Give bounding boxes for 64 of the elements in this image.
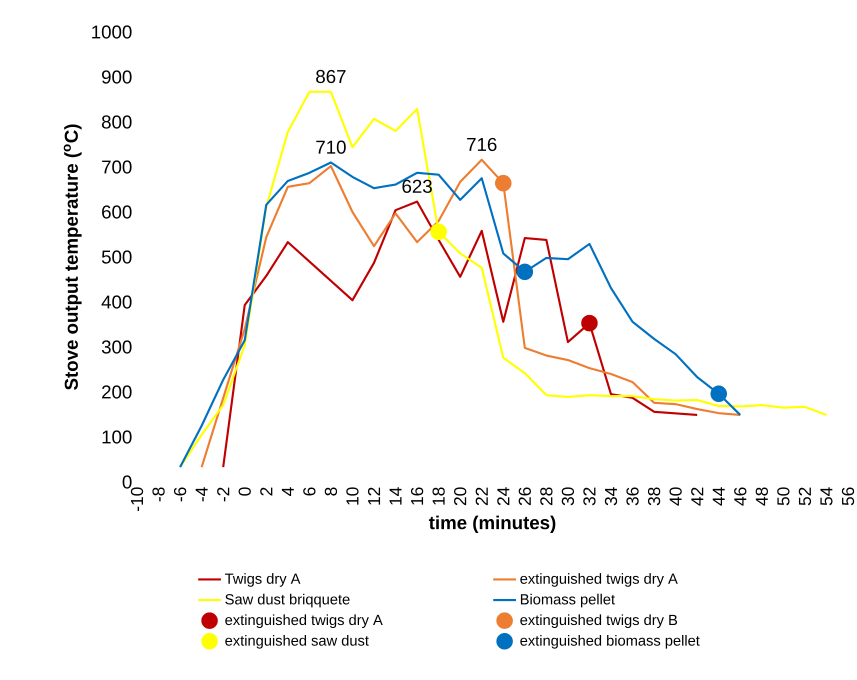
x-tick-label: 28 xyxy=(540,487,552,506)
y-tick-label: 600 xyxy=(102,205,132,219)
x-tick-label: 24 xyxy=(497,487,510,506)
x-axis-title: time (minutes) xyxy=(428,516,556,533)
y-tick-label: 1000 xyxy=(92,25,132,39)
legend-label: Twigs dry A xyxy=(225,573,300,587)
x-tick-label: 10 xyxy=(346,487,359,505)
x-tick-label: 4 xyxy=(282,487,294,496)
legend-label: extinguished twigs dry A xyxy=(520,573,678,587)
x-tick-label: 40 xyxy=(669,487,682,506)
x-tick-label: 56 xyxy=(842,487,854,506)
x-tick-label: 52 xyxy=(798,488,812,506)
line-series xyxy=(179,90,828,468)
y-tick-label: 500 xyxy=(102,250,132,264)
x-tick-label: 14 xyxy=(390,487,402,505)
line-series xyxy=(222,200,698,468)
legend-label: extinguished saw dust xyxy=(225,634,369,649)
x-tick-label: 44 xyxy=(712,487,725,506)
legend-label: extinguished twigs dry B xyxy=(520,614,678,628)
x-tick-label: 22 xyxy=(476,488,488,506)
annotation: 710 xyxy=(316,140,346,154)
legend-label: Saw dust briqquete xyxy=(225,594,350,608)
legend-label: extinguished twigs dry A xyxy=(225,614,383,628)
x-tick-label: 26 xyxy=(518,487,531,506)
point xyxy=(516,264,534,280)
legend-label: extinguished biomass pellet xyxy=(520,634,700,649)
y-axis-title: Stove output temperature ($^{o}$C) xyxy=(64,124,82,390)
y-tick-label: 100 xyxy=(102,430,132,444)
x-tick-label: 34 xyxy=(604,487,618,506)
x-tick-label: 42 xyxy=(691,488,704,506)
y-tick-label: 200 xyxy=(102,385,132,399)
x-tick-label: 36 xyxy=(626,487,639,506)
x-tick-label: 12 xyxy=(368,488,380,505)
x-tick-label: 8 xyxy=(324,487,338,496)
x-tick-label: -2 xyxy=(217,488,230,502)
y-tick-label: 900 xyxy=(102,70,132,84)
x-tick-label: 30 xyxy=(562,487,574,506)
x-tick-label: 38 xyxy=(648,487,660,506)
x-tick-label: -6 xyxy=(174,487,186,502)
x-tick-label: 16 xyxy=(410,487,424,505)
x-tick-label: 48 xyxy=(756,487,768,506)
x-tick-label: 2 xyxy=(260,488,272,496)
annotation: 867 xyxy=(316,70,346,84)
x-tick-label: -10 xyxy=(130,487,144,511)
x-tick-label: 18 xyxy=(432,487,445,505)
y-tick-label: 800 xyxy=(102,115,132,129)
annotation: 716 xyxy=(467,138,496,152)
x-tick-label: 46 xyxy=(734,487,746,506)
point xyxy=(495,174,512,192)
y-tick-label: 300 xyxy=(102,340,132,354)
x-tick-label: -8 xyxy=(152,487,165,502)
point xyxy=(581,314,598,332)
x-tick-label: -4 xyxy=(196,487,208,502)
y-tick-label: 400 xyxy=(102,295,132,309)
x-tick-label: 54 xyxy=(820,487,832,506)
x-tick-label: 0 xyxy=(238,487,251,496)
x-tick-label: 32 xyxy=(583,488,596,506)
x-tick-label: 20 xyxy=(454,487,466,506)
x-tick-label: 6 xyxy=(303,487,316,496)
point xyxy=(430,224,447,240)
x-tick-label: 50 xyxy=(777,487,790,506)
legend-label: Biomass pellet xyxy=(520,594,615,608)
y-tick-label: 700 xyxy=(102,160,132,174)
point xyxy=(710,386,727,402)
